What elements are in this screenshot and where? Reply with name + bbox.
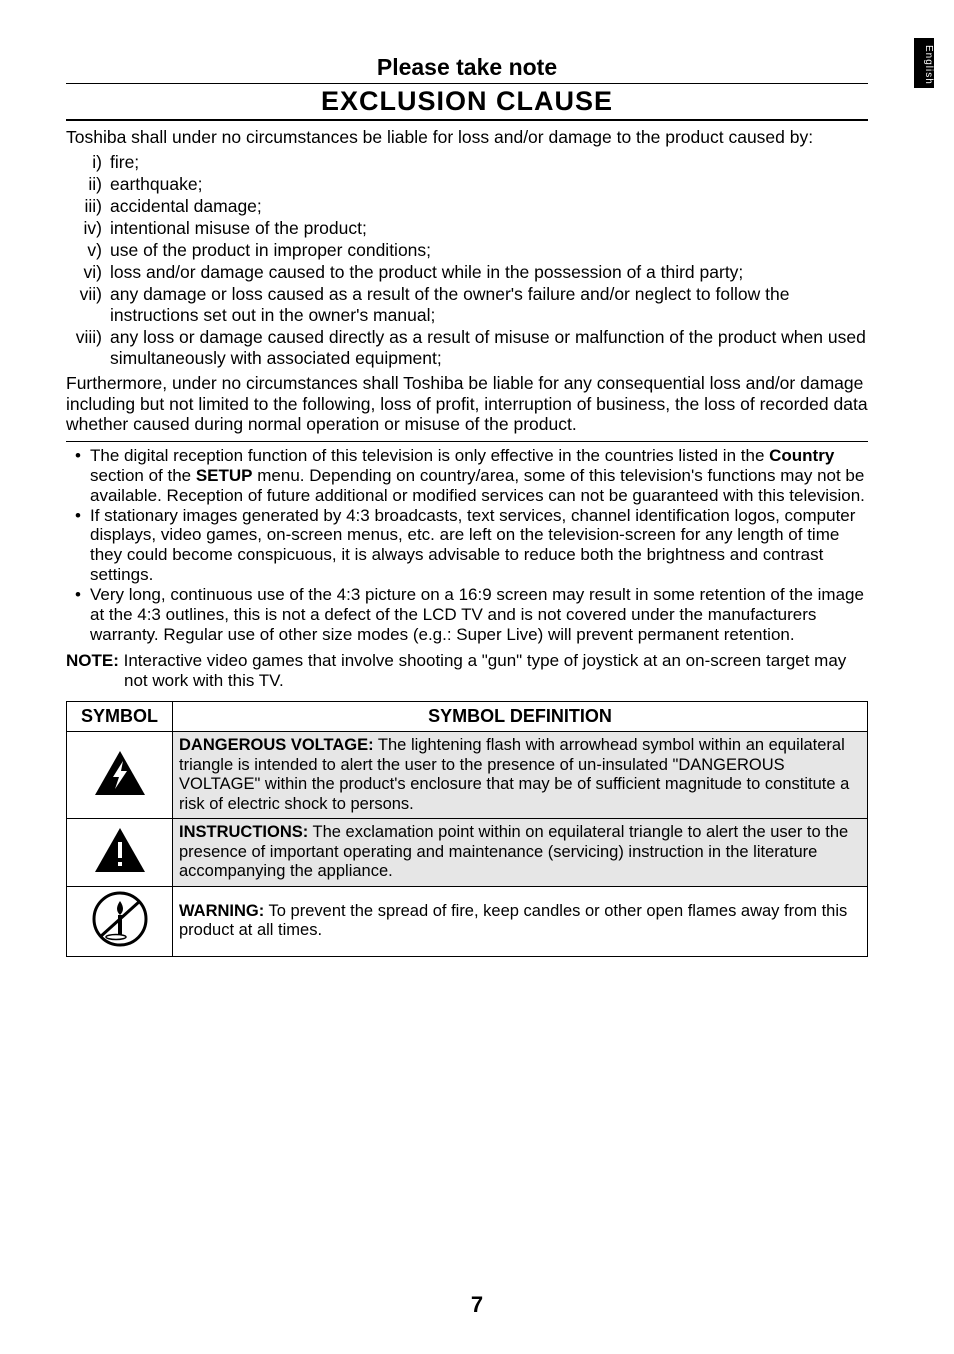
list-item: •The digital reception function of this …	[66, 446, 868, 506]
exclusion-list: i)fire;ii)earthquake;iii)accidental dama…	[66, 152, 868, 369]
divider-thick	[66, 119, 868, 121]
list-item-number: ii)	[66, 174, 110, 195]
list-item: vi)loss and/or damage caused to the prod…	[66, 262, 868, 283]
warning-fire-icon	[67, 886, 173, 956]
definition-bold: WARNING:	[179, 902, 264, 920]
list-item-number: viii)	[66, 327, 110, 369]
symbols-table: SYMBOL SYMBOL DEFINITION DANGEROUS VOLTA…	[66, 701, 868, 956]
definition-text: To prevent the spread of fire, keep cand…	[179, 902, 847, 939]
definition-bold: DANGEROUS VOLTAGE:	[179, 736, 374, 754]
main-title: EXCLUSION CLAUSE	[66, 86, 868, 117]
list-item-text: fire;	[110, 152, 868, 173]
bullet-dot: •	[66, 506, 90, 586]
table-header-definition: SYMBOL DEFINITION	[173, 702, 868, 732]
eyebrow-heading: Please take note	[66, 54, 868, 81]
list-item-number: v)	[66, 240, 110, 261]
intro-paragraph: Toshiba shall under no circumstances be …	[66, 127, 868, 148]
list-item: •If stationary images generated by 4:3 b…	[66, 506, 868, 586]
table-row: WARNING: To prevent the spread of fire, …	[67, 886, 868, 956]
list-item: vii)any damage or loss caused as a resul…	[66, 284, 868, 326]
list-item: iv)intentional misuse of the product;	[66, 218, 868, 239]
note-text: Interactive video games that involve sho…	[119, 651, 846, 690]
divider	[66, 441, 868, 442]
list-item-number: iv)	[66, 218, 110, 239]
table-header-symbol: SYMBOL	[67, 702, 173, 732]
table-row: DANGEROUS VOLTAGE: The lightening flash …	[67, 732, 868, 819]
list-item-number: iii)	[66, 196, 110, 217]
language-tab: English	[914, 38, 934, 88]
list-item-number: i)	[66, 152, 110, 173]
page-content: Please take note EXCLUSION CLAUSE Toshib…	[66, 54, 868, 957]
furthermore-paragraph: Furthermore, under no circumstances shal…	[66, 373, 868, 435]
note-paragraph: NOTE: Interactive video games that invol…	[66, 651, 868, 692]
list-item: i)fire;	[66, 152, 868, 173]
note-label: NOTE:	[66, 651, 119, 670]
dangerous-voltage-icon	[67, 732, 173, 819]
list-item-number: vii)	[66, 284, 110, 326]
list-item: ii)earthquake;	[66, 174, 868, 195]
list-item-text: any damage or loss caused as a result of…	[110, 284, 868, 326]
bullet-dot: •	[66, 446, 90, 506]
list-item-text: If stationary images generated by 4:3 br…	[90, 506, 868, 586]
table-row: INSTRUCTIONS: The exclamation point with…	[67, 819, 868, 886]
list-item: v)use of the product in improper conditi…	[66, 240, 868, 261]
divider	[66, 83, 868, 84]
bullet-dot: •	[66, 585, 90, 645]
list-item: •Very long, continuous use of the 4:3 pi…	[66, 585, 868, 645]
list-item-text: earthquake;	[110, 174, 868, 195]
list-item-text: accidental damage;	[110, 196, 868, 217]
list-item-text: loss and/or damage caused to the product…	[110, 262, 868, 283]
list-item: iii)accidental damage;	[66, 196, 868, 217]
list-item-number: vi)	[66, 262, 110, 283]
dangerous-voltage-definition: DANGEROUS VOLTAGE: The lightening flash …	[173, 732, 868, 819]
list-item-text: Very long, continuous use of the 4:3 pic…	[90, 585, 868, 645]
instructions-definition: INSTRUCTIONS: The exclamation point with…	[173, 819, 868, 886]
list-item-text: The digital reception function of this t…	[90, 446, 868, 506]
warning-definition: WARNING: To prevent the spread of fire, …	[173, 886, 868, 956]
list-item-text: any loss or damage caused directly as a …	[110, 327, 868, 369]
list-item: viii)any loss or damage caused directly …	[66, 327, 868, 369]
definition-bold: INSTRUCTIONS:	[179, 823, 308, 841]
page-number: 7	[0, 1292, 954, 1318]
bullet-list: •The digital reception function of this …	[66, 446, 868, 645]
instructions-icon	[67, 819, 173, 886]
list-item-text: intentional misuse of the product;	[110, 218, 868, 239]
list-item-text: use of the product in improper condition…	[110, 240, 868, 261]
